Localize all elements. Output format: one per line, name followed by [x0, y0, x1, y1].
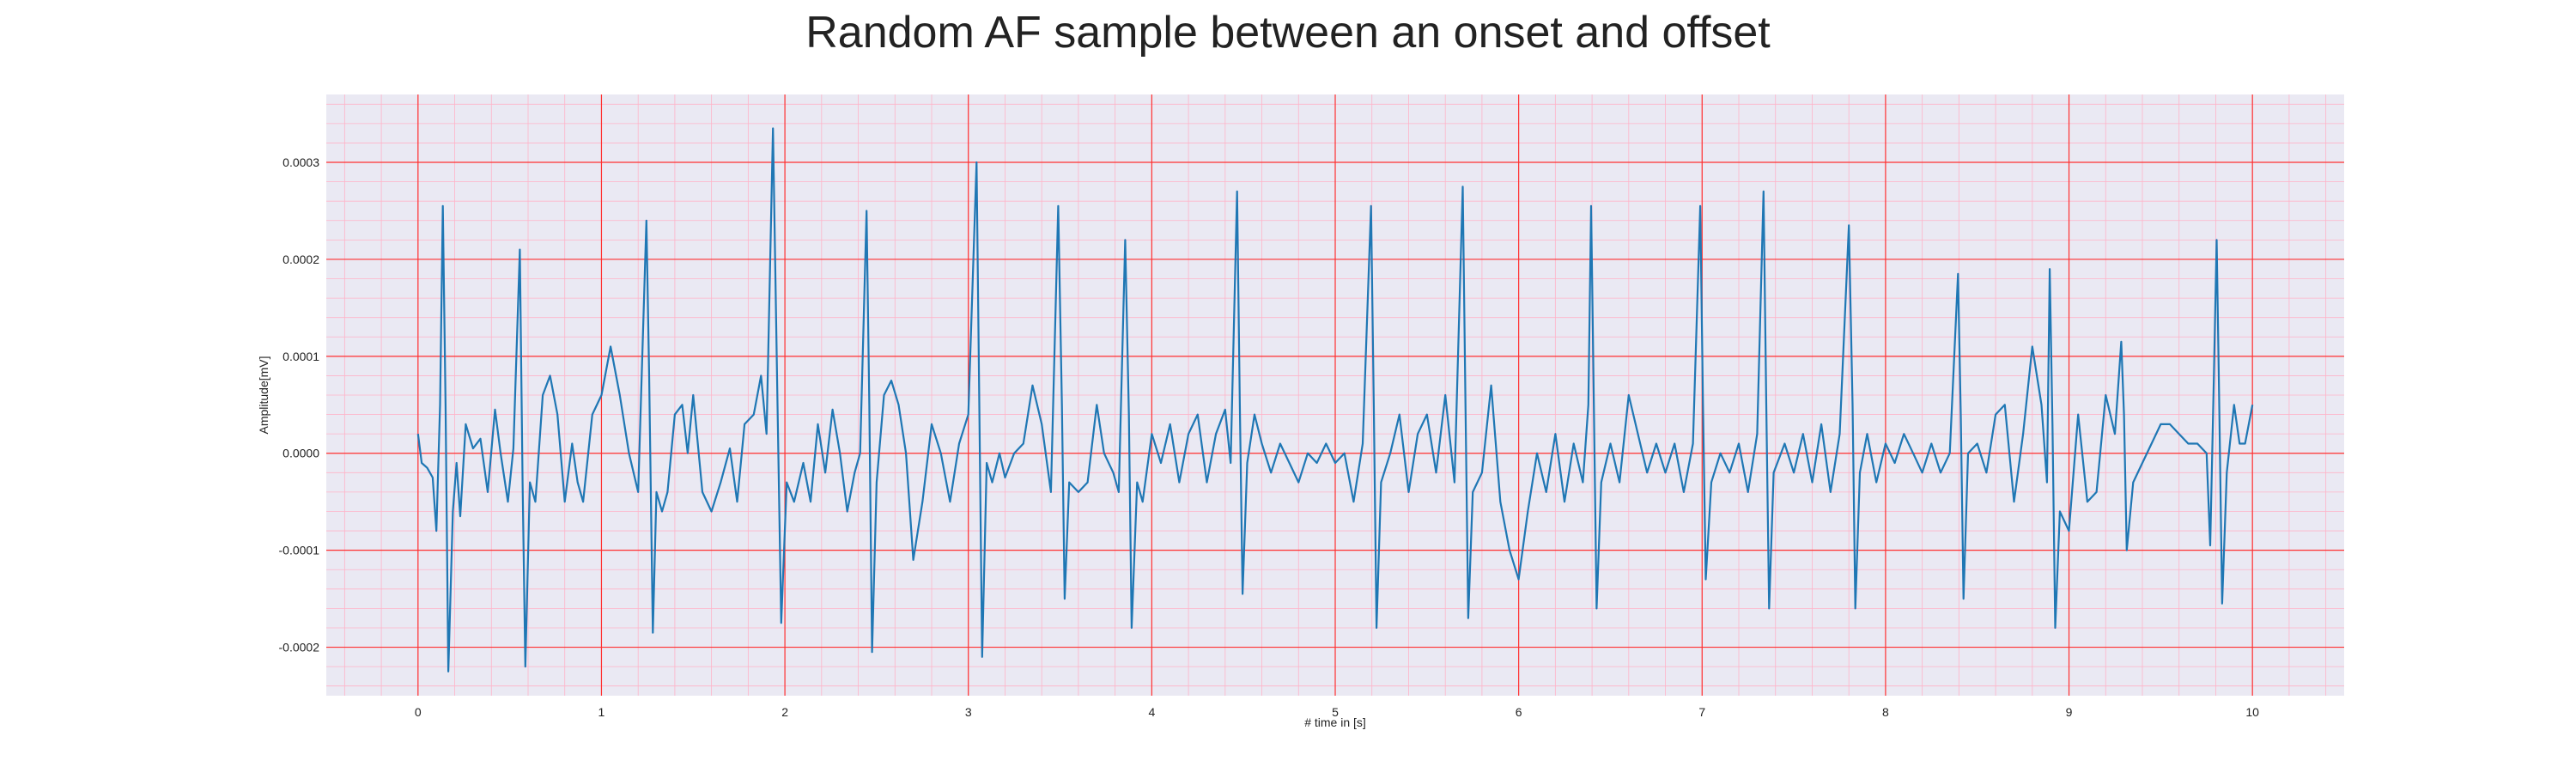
x-tick-label: 7: [1698, 705, 1705, 719]
x-axis-label: # time in [s]: [1304, 715, 1366, 729]
major-grid: [326, 94, 2344, 696]
chart-title: Random AF sample between an onset and of…: [805, 8, 1771, 58]
x-tick-label: 1: [598, 705, 605, 719]
x-tick-labels: 0 1 2 3 4 5 6 7 8 9 10: [415, 705, 2259, 719]
y-tick-label: 0.0000: [283, 447, 319, 460]
y-tick-label: 0.0003: [283, 155, 319, 169]
x-tick-label: 0: [415, 705, 422, 719]
x-tick-label: 2: [781, 705, 788, 719]
y-tick-labels: -0.0002 -0.0001 0.0000 0.0001 0.0002 0.0003: [279, 155, 320, 654]
signal-line: [416, 127, 2254, 673]
x-tick-label: 9: [2066, 705, 2073, 719]
x-tick-label: 4: [1148, 705, 1155, 719]
x-tick-label: 10: [2245, 705, 2259, 719]
x-tick-label: 3: [965, 705, 972, 719]
x-tick-label: 8: [1882, 705, 1889, 719]
y-tick-label: 0.0002: [283, 253, 319, 266]
y-tick-label: -0.0002: [279, 641, 320, 654]
y-axis-label: Amplitude[mV]: [257, 356, 270, 434]
y-tick-label: 0.0001: [283, 350, 319, 363]
y-tick-label: -0.0001: [279, 544, 320, 557]
x-tick-label: 6: [1516, 705, 1522, 719]
x-tick-label: 5: [1332, 705, 1339, 719]
